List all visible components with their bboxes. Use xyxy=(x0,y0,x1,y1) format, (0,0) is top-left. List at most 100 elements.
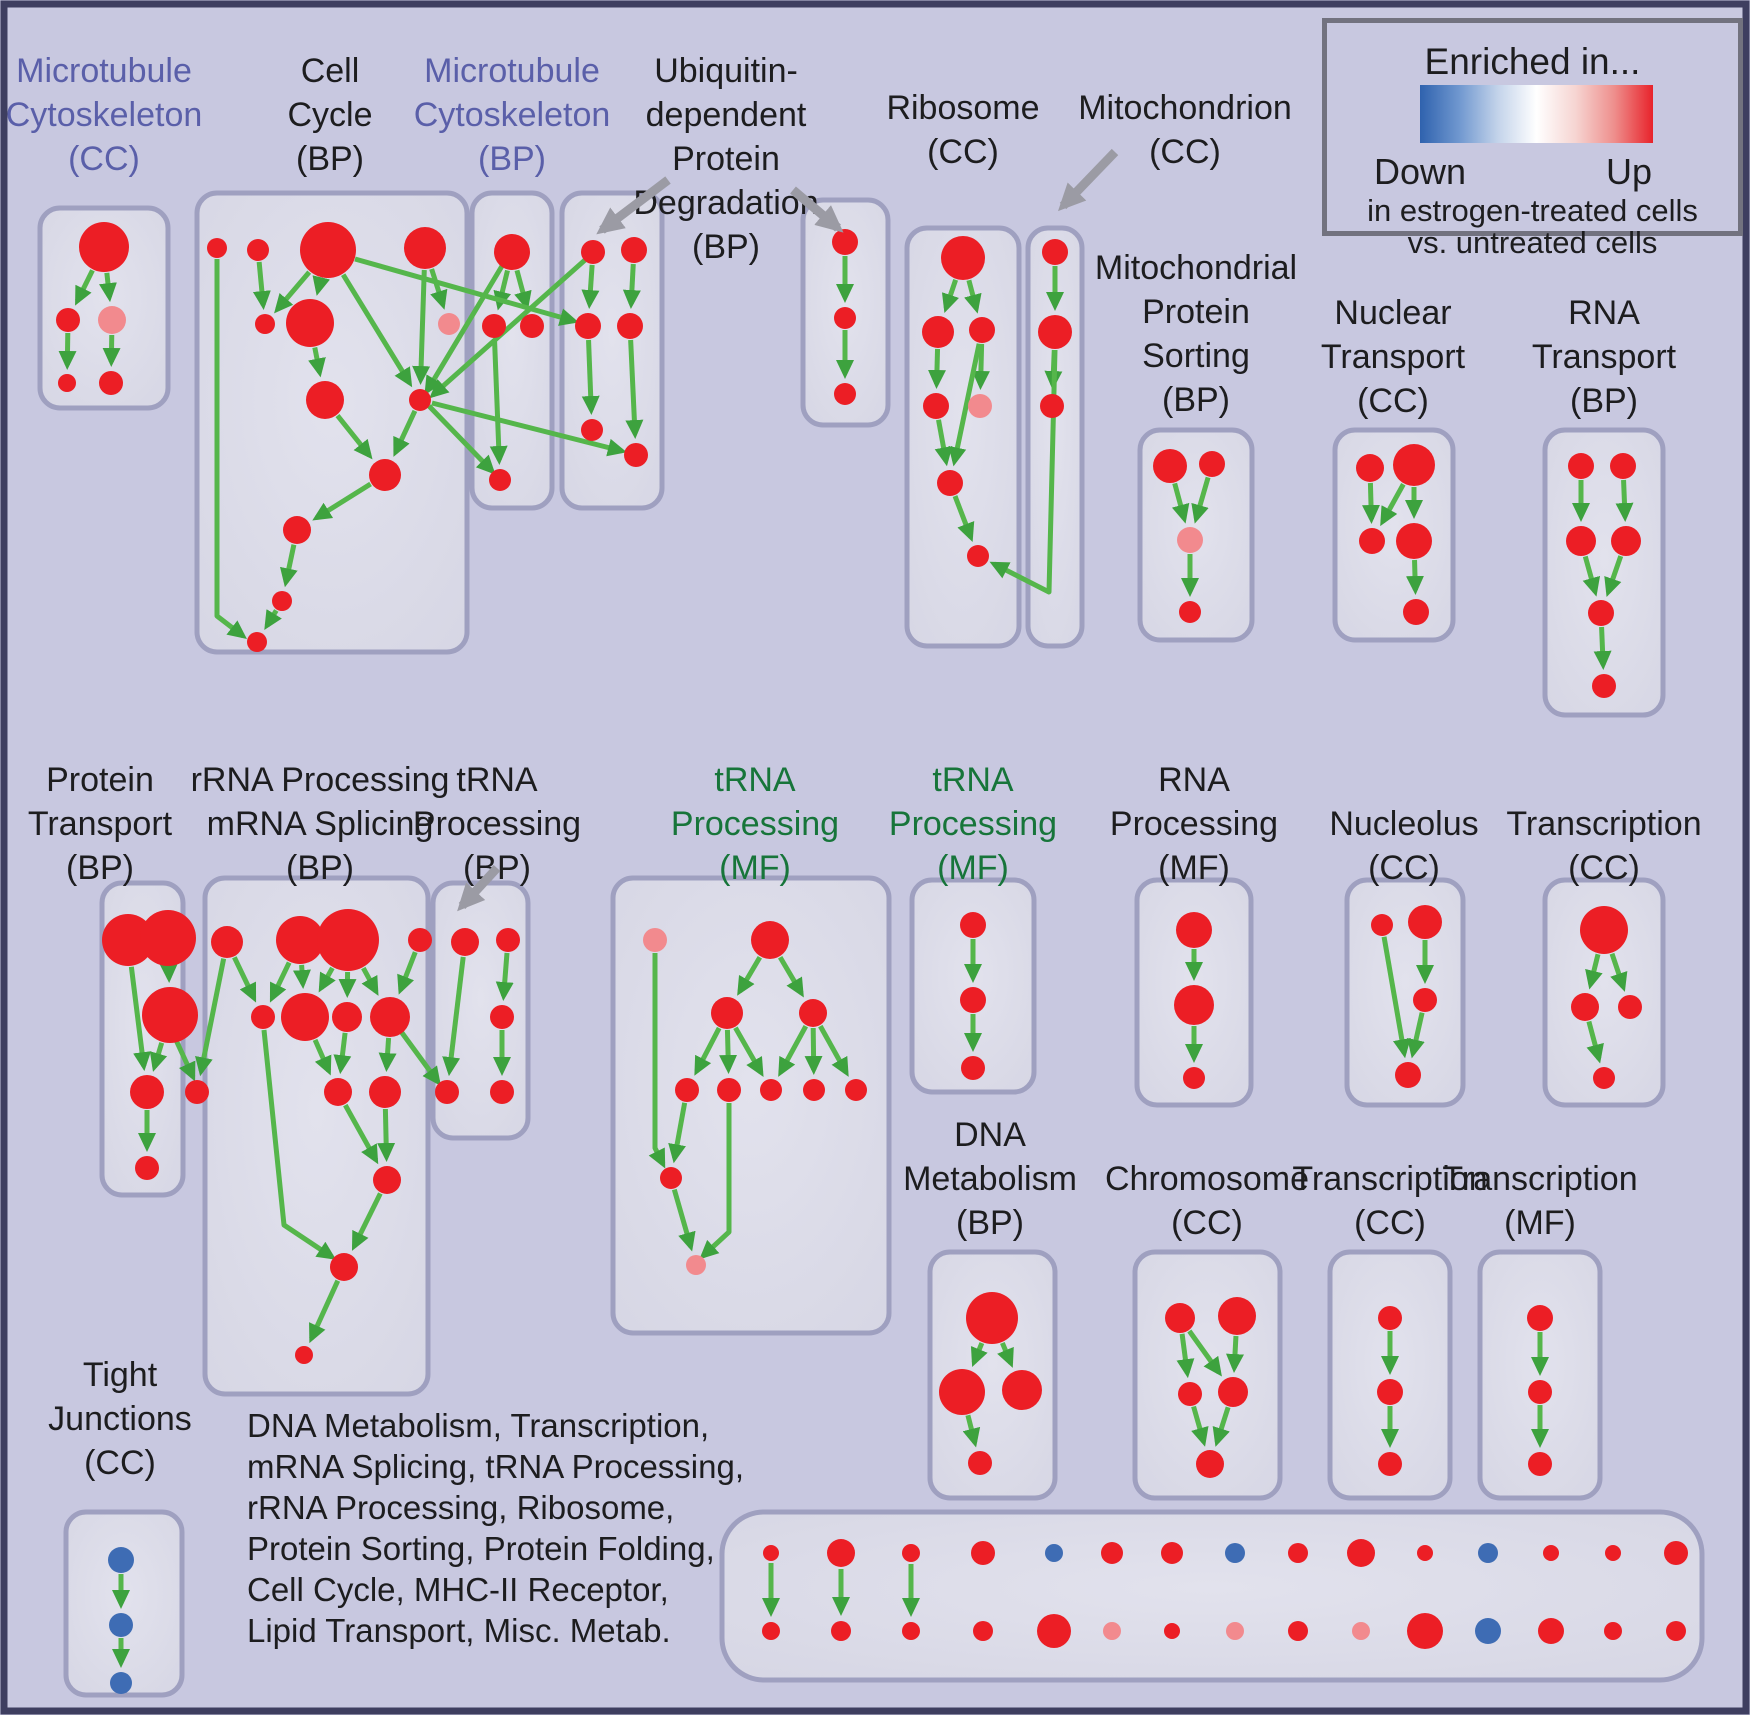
node xyxy=(185,1080,209,1104)
edge-arrow xyxy=(818,1024,849,1077)
edge-arrow xyxy=(252,261,271,311)
node xyxy=(1371,914,1393,936)
edge-arrow xyxy=(333,1032,352,1075)
edge-arrow xyxy=(361,966,379,996)
node xyxy=(1611,526,1641,556)
cluster-label-dna-metabolism: DNA Metabolism (BP) xyxy=(903,1116,1077,1242)
edge-arrow xyxy=(128,966,151,1072)
node xyxy=(1593,1067,1615,1089)
edge-arrow xyxy=(341,273,413,388)
node xyxy=(1610,453,1636,479)
edge-arrow xyxy=(308,347,326,378)
node xyxy=(330,1253,358,1281)
node xyxy=(451,928,479,956)
node xyxy=(306,381,344,419)
node xyxy=(1618,995,1642,1019)
edge-arrow xyxy=(1615,479,1634,523)
node xyxy=(1568,453,1594,479)
node xyxy=(922,316,954,348)
node xyxy=(643,928,667,952)
edge-arrow xyxy=(948,343,982,467)
node xyxy=(1527,1305,1553,1331)
node xyxy=(286,299,334,347)
node xyxy=(1178,1382,1202,1406)
strip-node-top xyxy=(1161,1542,1183,1564)
cluster-label-nuclear-transport: Nuclear Transport (CC) xyxy=(1321,294,1466,420)
edge-arrow xyxy=(581,339,600,416)
node xyxy=(686,1255,706,1275)
legend-subtitle-line2: vs. untreated cells xyxy=(1407,225,1658,260)
node xyxy=(1378,1452,1402,1476)
legend-down-label: Down xyxy=(1373,151,1467,192)
node xyxy=(140,910,196,966)
node xyxy=(1359,528,1385,554)
misc-text-line: Lipid Transport, Misc. Metab. xyxy=(247,1612,671,1649)
strip-node-top xyxy=(1664,1541,1688,1565)
strip-node-top xyxy=(1605,1545,1621,1561)
node xyxy=(937,470,963,496)
node xyxy=(941,236,985,280)
node xyxy=(369,1076,401,1108)
misc-text-line: mRNA Splicing, tRNA Processing, xyxy=(247,1448,745,1485)
node xyxy=(332,1002,362,1032)
node xyxy=(960,912,986,938)
edge-arrow xyxy=(997,1341,1014,1368)
node xyxy=(490,1005,514,1029)
edge-arrow xyxy=(1585,953,1603,990)
node xyxy=(370,997,410,1037)
node xyxy=(1356,454,1384,482)
edge-arrow xyxy=(971,343,990,391)
strip-node-top xyxy=(1225,1543,1245,1563)
node xyxy=(1395,1062,1421,1088)
misc-text-line: Cell Cycle, MHC-II Receptor, xyxy=(247,1571,669,1608)
edge-arrow xyxy=(1187,1329,1222,1377)
strip-node-top xyxy=(1347,1539,1375,1567)
edge-arrow xyxy=(312,275,330,296)
edge-arrow xyxy=(694,1026,722,1076)
legend-subtitle-line1: in estrogen-treated cells xyxy=(1367,193,1698,228)
cluster-label-rrna-processing: rRNA Processing mRNA Splicing (BP) xyxy=(191,761,450,887)
edge-arrow xyxy=(970,1342,988,1367)
node xyxy=(373,1166,401,1194)
edge-arrow xyxy=(309,1279,341,1344)
node xyxy=(207,238,227,258)
node xyxy=(1174,985,1214,1025)
node xyxy=(110,1672,132,1694)
cluster-box-tight-junctions xyxy=(63,1509,185,1698)
node xyxy=(1183,1067,1205,1089)
node xyxy=(751,921,789,959)
edge-arrow xyxy=(431,400,627,457)
edge-arrow xyxy=(343,1103,379,1165)
node xyxy=(99,371,123,395)
node xyxy=(300,222,356,278)
edge-arrow xyxy=(429,258,587,399)
node xyxy=(675,1078,699,1102)
misc-cluster-text: DNA Metabolism, Transcription, mRNA Spli… xyxy=(247,1405,744,1651)
cluster-label-protein-transport: Protein Transport (BP) xyxy=(28,761,173,887)
node xyxy=(317,909,379,971)
edge-arrow xyxy=(489,338,508,466)
node xyxy=(211,926,243,958)
node xyxy=(324,1078,352,1106)
edge-arrow xyxy=(941,278,960,314)
node xyxy=(1179,601,1201,623)
edge-arrow xyxy=(264,609,282,631)
edge-arrow xyxy=(804,1027,823,1076)
node xyxy=(845,1079,867,1101)
edge-arrow xyxy=(261,1029,337,1260)
cluster-box-trna-processing-mf-small xyxy=(909,877,1037,1095)
node xyxy=(482,314,506,338)
misc-text-line: rRNA Processing, Ribosome, xyxy=(247,1489,675,1526)
node xyxy=(1165,1303,1195,1333)
edge-arrow xyxy=(394,1024,441,1087)
edge-arrow xyxy=(335,414,373,460)
cluster-label-ribosome: Ribosome (CC) xyxy=(886,89,1039,171)
node xyxy=(130,1075,164,1109)
edge-arrow xyxy=(75,269,95,306)
node xyxy=(581,240,605,264)
edge-arrow xyxy=(1405,559,1424,596)
strip-node-top xyxy=(1417,1545,1433,1561)
strip-node-bottom xyxy=(831,1621,851,1641)
edge-arrow xyxy=(927,348,946,390)
edge-arrow xyxy=(292,964,311,990)
